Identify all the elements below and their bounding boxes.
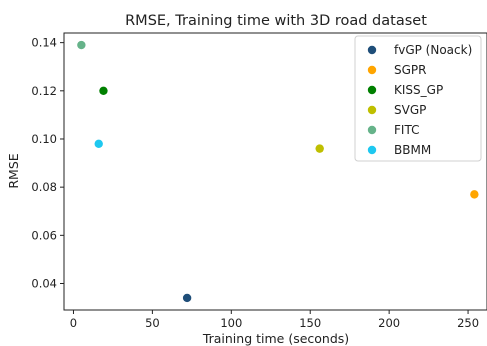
x-axis: 0 50 100 150 200 250 [70, 310, 479, 330]
y-axis: 0.04 0.06 0.08 0.10 0.12 0.14 [31, 36, 64, 291]
legend-label: BBMM [394, 143, 431, 157]
x-axis-label: Training time (seconds) [202, 331, 349, 346]
data-point-sgpr [470, 190, 479, 199]
data-point-fvgp-noack [182, 293, 192, 303]
legend-label: fvGP (Noack) [394, 43, 472, 57]
data-points [77, 40, 479, 303]
y-tick-label: 0.14 [31, 36, 57, 50]
plot-frame [63, 32, 487, 311]
x-tick-label: 100 [220, 316, 242, 330]
x-tick-label: 50 [145, 316, 160, 330]
y-tick-label: 0.06 [31, 228, 57, 242]
y-tick-label: 0.10 [31, 132, 57, 146]
x-tick-label: 150 [299, 316, 321, 330]
x-tick-label: 200 [378, 316, 400, 330]
legend-label: SGPR [394, 63, 427, 77]
data-point-bbmm [94, 139, 103, 148]
legend-marker [367, 85, 377, 95]
legend-marker [367, 125, 377, 135]
chart-title: RMSE, Training time with 3D road dataset [125, 13, 427, 29]
legend-label: KISS_GP [394, 83, 443, 97]
legend-marker [367, 145, 377, 155]
data-point-fitc [77, 40, 86, 50]
y-tick-label: 0.08 [31, 180, 57, 194]
x-tick-label: 0 [70, 316, 77, 330]
y-axis-label: RMSE [6, 153, 21, 188]
data-point-kiss-gp [99, 86, 108, 96]
legend-label: FITC [394, 123, 419, 137]
y-tick-label: 0.04 [31, 277, 57, 291]
legend-marker [367, 105, 377, 115]
legend: fvGP (Noack) SGPR KISS_GP SVGP FITC BBMM [354, 35, 482, 162]
x-tick-label: 250 [457, 316, 479, 330]
legend-label: SVGP [394, 103, 426, 117]
legend-marker [367, 45, 377, 55]
axes [63, 32, 487, 311]
data-point-svgp [315, 144, 324, 153]
legend-marker [367, 65, 377, 75]
y-tick-label: 0.12 [31, 84, 57, 98]
legend-frame [354, 35, 482, 162]
